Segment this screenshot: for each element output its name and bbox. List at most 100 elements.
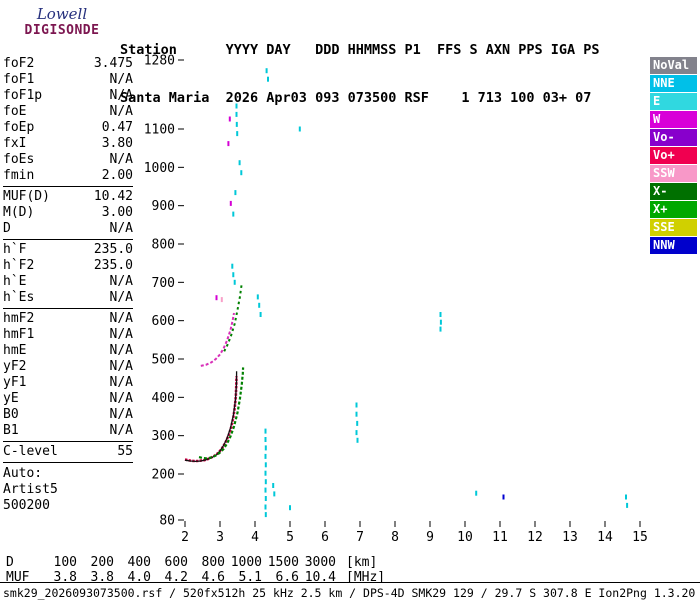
param-row-ye: yE N/A (3, 391, 133, 407)
legend-item-w: W (650, 111, 697, 128)
param-row-md: M(D) 3.00 (3, 205, 133, 221)
param-label: yF2 (3, 359, 27, 374)
echo-dot (289, 505, 291, 511)
echo-dot (220, 297, 223, 303)
param-label: B1 (3, 423, 19, 438)
echo-dot (229, 200, 232, 206)
echo-dot (267, 76, 269, 82)
dm-cell: 5.1 (238, 570, 262, 585)
x-axis-label: 12 (527, 530, 543, 545)
echo-dot (502, 494, 505, 500)
echo-dot (264, 512, 267, 518)
echo-dot (256, 294, 259, 300)
echo-dot (264, 496, 267, 501)
dm-unit: [MHz] (346, 570, 386, 585)
legend-item-vo: Vo- (650, 129, 697, 146)
param-value: N/A (109, 407, 133, 422)
legend-item-noval: NoVal (650, 57, 697, 74)
y-axis-label: 700 (152, 276, 175, 291)
param-row-yf1: yF1 N/A (3, 375, 133, 391)
status-divider (0, 582, 700, 583)
param-row-d: D N/A (3, 221, 133, 237)
param-label: yF1 (3, 375, 27, 390)
x-axis-label: 11 (492, 530, 508, 545)
x-axis-label: 13 (562, 530, 578, 545)
status-bar: smk29_2026093073500.rsf / 520fx512h 25 k… (3, 586, 696, 600)
x-axis-label: 3 (216, 530, 224, 545)
y-axis-label: 300 (152, 429, 175, 444)
y-axis-label: 400 (152, 391, 175, 406)
echo-type-legend: NoVal NNE E W Vo- Vo+ SSW X- X+ SSE NNW (650, 57, 697, 255)
dm-row-label: MUF (6, 570, 30, 585)
echo-dot (238, 160, 241, 166)
x-axis-label: 7 (356, 530, 364, 545)
y-axis-label: 1100 (144, 123, 175, 138)
dm-cell: 4.2 (164, 570, 188, 585)
trace-x-trace (198, 367, 245, 460)
param-row-foes: foEs N/A (3, 152, 133, 168)
dm-cell: 1500 (267, 555, 299, 570)
param-row-he: h`E N/A (3, 274, 133, 290)
param-label: foEp (3, 120, 35, 135)
param-row-fof1: foF1 N/A (3, 72, 133, 88)
param-row-clevel: C-level 55 (3, 444, 133, 460)
param-value: N/A (109, 423, 133, 438)
param-label: hmE (3, 343, 27, 358)
logo-digisonde-text: DIGISONDE (24, 23, 100, 38)
param-value: 3.80 (101, 136, 133, 151)
echo-dot (626, 502, 629, 508)
param-value: N/A (109, 375, 133, 390)
legend-item-x: X- (650, 183, 697, 200)
muf-row: MUF 3.8 3.8 4.0 4.2 4.6 5.1 6.6 10.4 [MHz] (6, 570, 385, 585)
trace-second-hop-o (200, 312, 235, 367)
y-axis-label: 500 (152, 353, 175, 368)
echo-dot (259, 312, 262, 317)
dm-cell: 3.8 (90, 570, 114, 585)
echo-dot (264, 445, 267, 451)
dm-cell: 4.6 (201, 570, 225, 585)
param-value: N/A (109, 274, 133, 289)
echo-dot (475, 490, 478, 496)
param-value: N/A (109, 104, 133, 119)
echo-dot (355, 411, 358, 417)
param-value: 2.00 (101, 168, 133, 183)
param-row-foep: foEp 0.47 (3, 120, 133, 136)
dm-cell: 3000 (304, 555, 336, 570)
param-label: foF2 (3, 56, 35, 71)
echo-dot (356, 420, 359, 426)
scaled-parameters-panel: foF2 3.475 foF1 N/A foF1p N/A foE N/A foEp 0.47 fx… (3, 56, 133, 514)
echo-dot (355, 402, 358, 408)
logo-lowell-text: Lowell (36, 5, 88, 23)
echo-dot (264, 504, 267, 510)
param-label: h`F (3, 242, 27, 257)
y-axis-label: 800 (152, 238, 175, 253)
param-label: foEs (3, 152, 35, 167)
legend-item-vo: Vo+ (650, 147, 697, 164)
trace-second-hop-x (223, 283, 243, 352)
param-row-b1: B1 N/A (3, 423, 133, 439)
auto-line-artist5: Artist5 (3, 482, 58, 497)
param-value: N/A (109, 359, 133, 374)
echo-dot (439, 319, 442, 325)
param-label: hmF1 (3, 327, 35, 342)
echo-dot (264, 428, 267, 434)
distance-row: D 100 200 400 600 800 1000 1500 3000 [km] (6, 555, 385, 570)
param-value: N/A (109, 72, 133, 87)
x-axis-label: 15 (632, 530, 648, 545)
dm-cell: 200 (90, 555, 114, 570)
echo-dot (264, 487, 267, 493)
echo-dot (228, 116, 231, 122)
echo-dot (232, 211, 235, 217)
trace-artist-trace (184, 371, 238, 463)
echo-dot (264, 453, 267, 459)
param-row-hf: h`F 235.0 (3, 242, 133, 258)
param-label: B0 (3, 407, 19, 422)
dm-cell: 400 (127, 555, 151, 570)
x-axis-label: 14 (597, 530, 613, 545)
param-label: h`Es (3, 290, 35, 305)
x-axis-label: 4 (251, 530, 259, 545)
param-row-mufd: MUF(D) 10.42 (3, 189, 133, 205)
x-axis-label: 5 (286, 530, 294, 545)
dm-cell: 6.6 (275, 570, 299, 585)
